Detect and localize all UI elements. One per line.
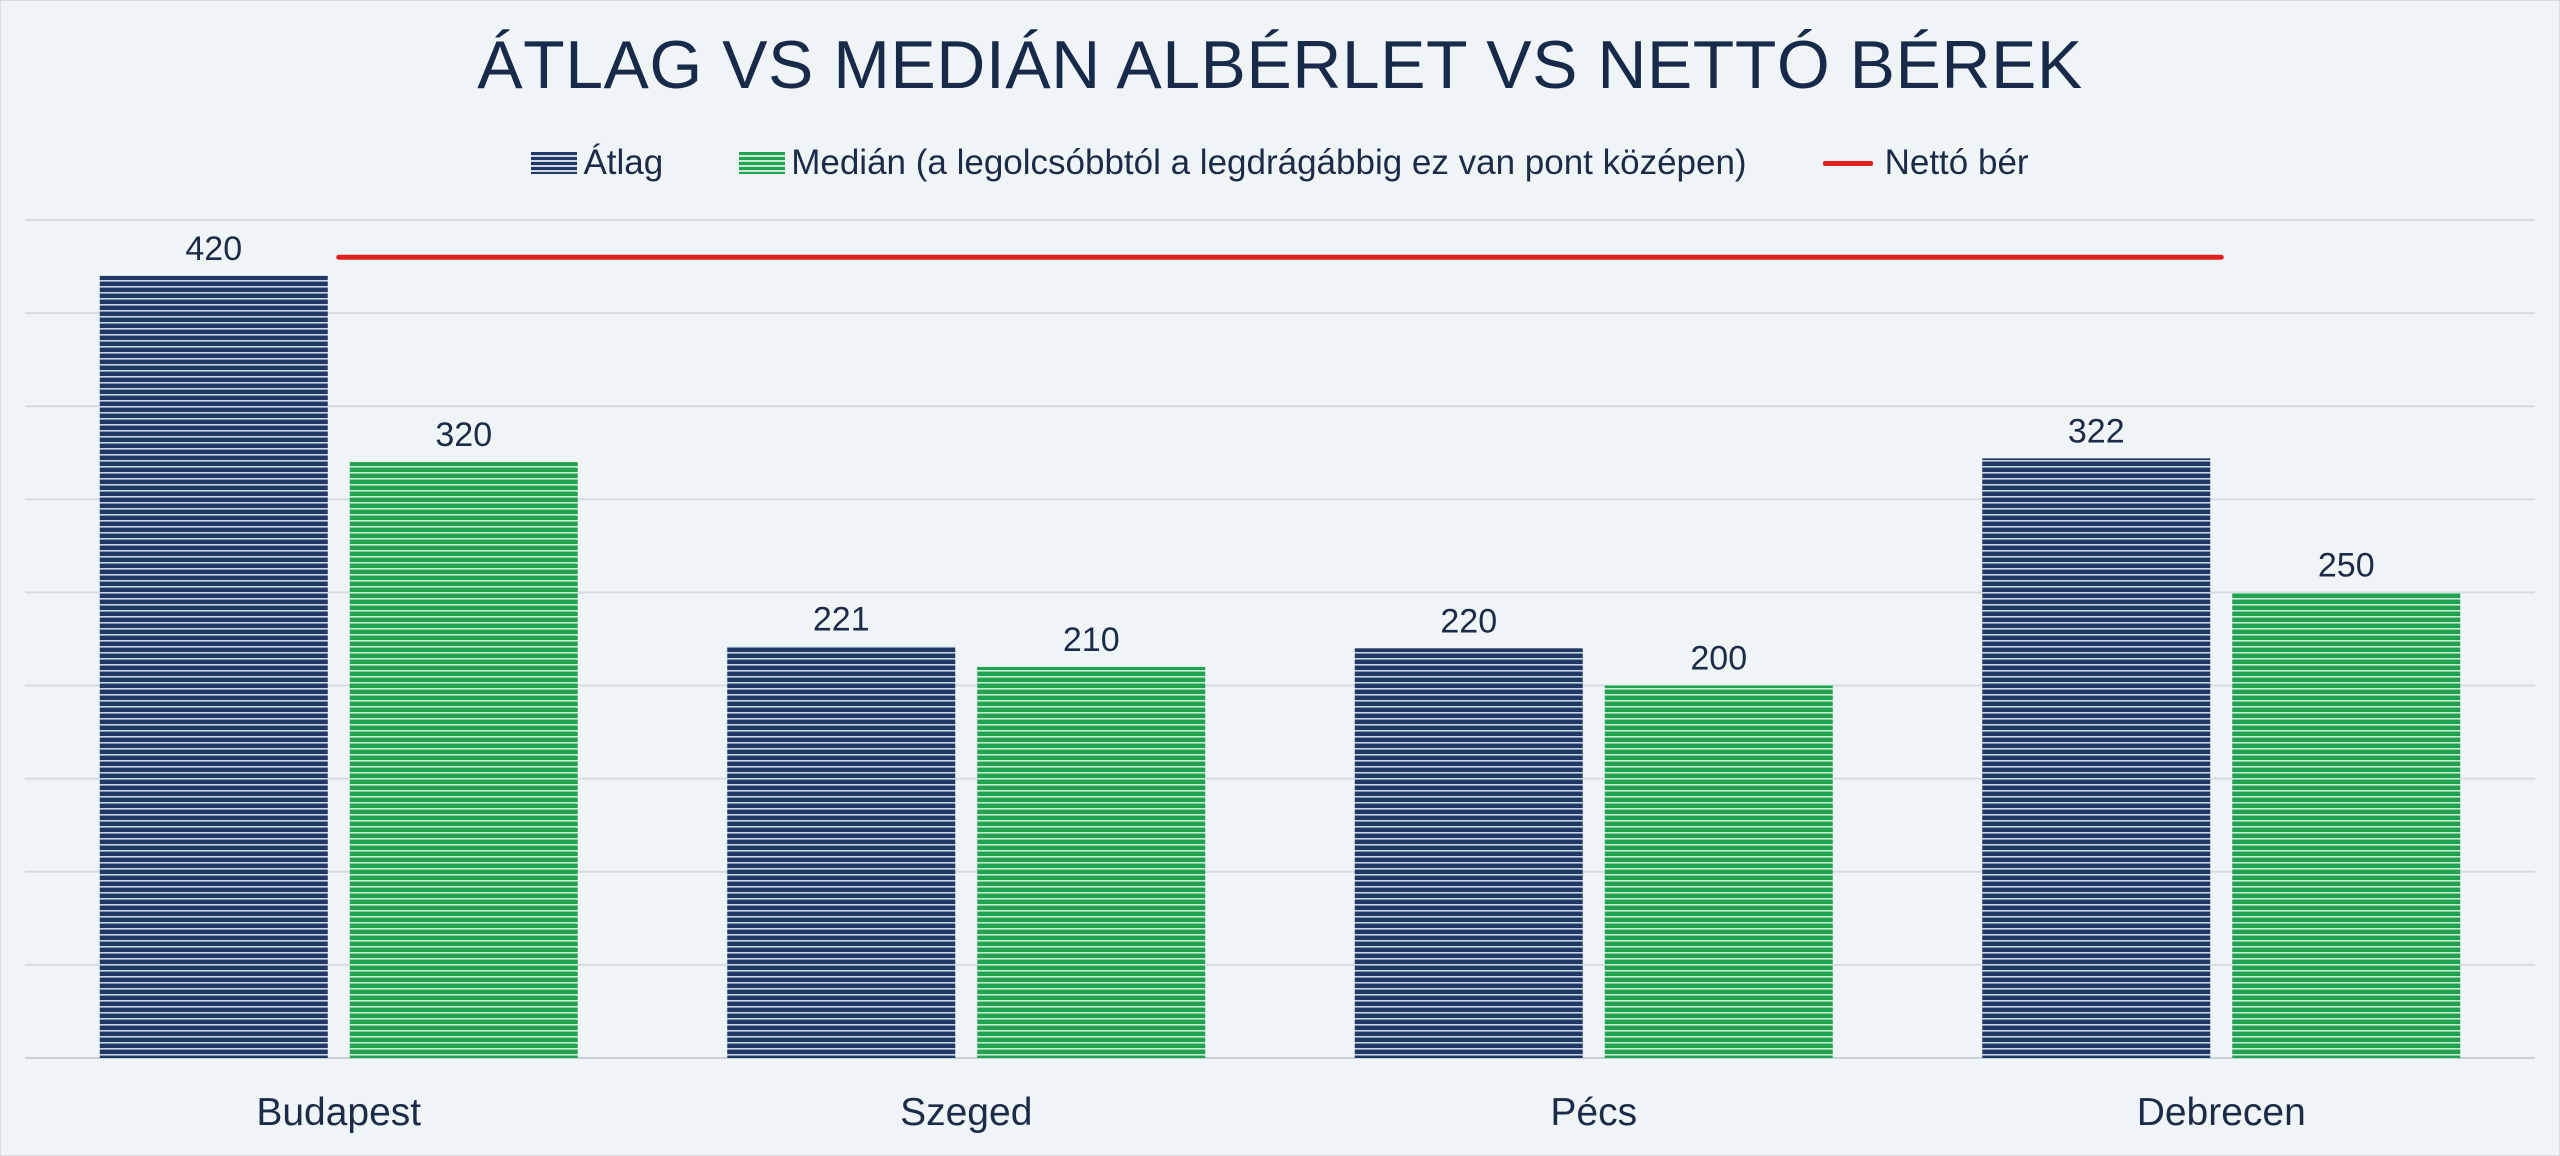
bar-atlag-budapest: [99, 275, 328, 1058]
category-label-pécs: Pécs: [1550, 1091, 1637, 1134]
data-labels: 420 320 221 210 220 200 322 250: [185, 230, 2374, 678]
category-label-szeged: Szeged: [900, 1091, 1032, 1134]
bar-atlag-debrecen: [1982, 458, 2211, 1058]
bar-median-szeged: [977, 666, 1206, 1058]
data-label-atlag-pécs: 220: [1440, 602, 1497, 640]
legend-label-netto-ber: Nettó bér: [1884, 143, 2029, 182]
bar-atlag-szeged: [727, 646, 956, 1058]
data-label-atlag-szeged: 221: [813, 600, 870, 638]
bar-atlag-pécs: [1354, 648, 1583, 1058]
bar-median-pécs: [1604, 685, 1833, 1058]
legend-item-atlag: Átlag: [531, 143, 663, 183]
category-labels: Budapest Szeged Pécs Debrecen: [256, 1091, 2305, 1134]
bar-median-debrecen: [2232, 592, 2461, 1058]
data-label-atlag-budapest: 420: [185, 230, 242, 268]
data-label-atlag-debrecen: 322: [2068, 412, 2125, 450]
bar-median-budapest: [349, 462, 578, 1059]
chart-title: ÁTLAG VS MEDIÁN ALBÉRLET VS NETTÓ BÉREK: [477, 27, 2083, 103]
category-label-budapest: Budapest: [256, 1091, 421, 1134]
bars: [99, 275, 2461, 1059]
legend-swatch-atlag: [531, 152, 578, 174]
legend-swatch-median: [739, 152, 786, 174]
legend-label-atlag: Átlag: [583, 143, 664, 182]
data-label-median-budapest: 320: [435, 416, 492, 454]
data-label-median-debrecen: 250: [2318, 546, 2375, 584]
data-label-median-szeged: 210: [1063, 621, 1120, 659]
category-label-debrecen: Debrecen: [2137, 1091, 2306, 1134]
legend-label-median: Medián (a legolcsóbbtól a legdrágábbig e…: [791, 143, 1747, 182]
data-label-median-pécs: 200: [1690, 640, 1747, 678]
legend-item-median: Medián (a legolcsóbbtól a legdrágábbig e…: [739, 143, 1747, 183]
legend-item-netto-ber: Nettó bér: [1822, 143, 2029, 183]
chart-legend: Átlag Medián (a legolcsóbbtól a legdrágá…: [0, 138, 2560, 188]
legend-swatch-netto-ber: [1822, 160, 1873, 166]
